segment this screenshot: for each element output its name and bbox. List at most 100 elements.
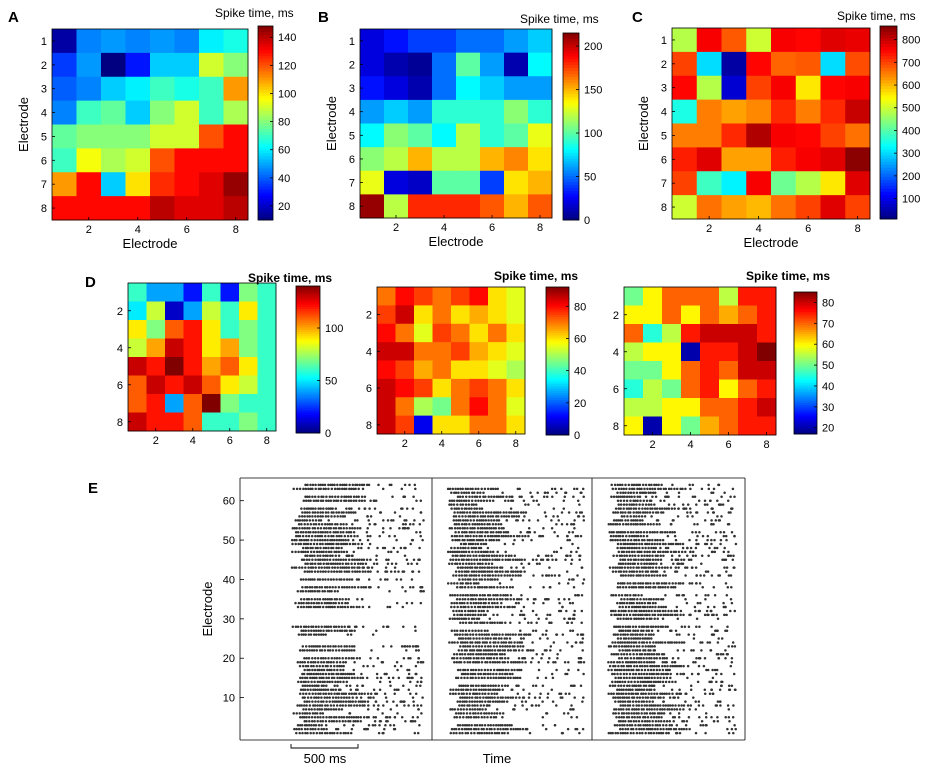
spike-dot [490,692,493,695]
spike-dot [466,534,470,538]
heatmap-cell [672,75,698,101]
spike-dot [473,723,477,727]
spike-dot [331,696,335,699]
heatmap-cell [624,342,644,362]
spike-dot [316,578,320,581]
spike-dot [459,566,462,569]
spike-dot [657,605,660,609]
spike-dot [459,519,462,522]
spike-dot [481,527,484,530]
spike-dot [487,656,491,660]
spike-dot [662,684,666,688]
spike-dot [481,621,484,625]
spike-dot [457,507,461,510]
spike-dot [503,731,506,735]
heatmap-cell [456,52,481,77]
spike-dot [578,558,581,562]
spike-dot [328,680,331,684]
spike-dot [513,645,516,648]
spike-dot [331,562,335,565]
spike-dot [675,692,679,695]
spike-dot [469,578,472,581]
spike-dot [484,660,487,664]
spike-dot [384,696,388,699]
spike-dot [319,546,322,550]
spike-dot [643,712,646,715]
spike-dot [299,676,302,680]
spike-dot [392,700,395,703]
spike-dot [640,601,644,605]
spike-dot [302,605,306,609]
spike-dot [472,546,476,550]
spike-dot [628,684,631,688]
spike-dot [626,633,629,636]
spike-dot [473,530,476,534]
spike-dot [475,495,479,499]
spike-dot [582,672,585,676]
spike-dot [567,617,571,621]
spike-dot [298,664,302,668]
colorbar-tick-label: 20 [822,423,834,435]
spike-dot [386,625,390,628]
x-tick-label: 4 [687,439,693,451]
spike-dot [306,562,309,565]
spike-dot [491,649,494,652]
spike-dot [401,523,405,526]
spike-dot [314,566,317,569]
raster-y-tick-label: 60 [223,496,235,508]
spike-dot [637,684,640,688]
spike-dot [343,586,346,589]
spike-dot [513,538,516,542]
heatmap-cell [432,342,452,361]
spike-dot [409,656,412,660]
spike-dot [457,530,461,534]
spike-dot [309,562,312,565]
spike-dot [644,731,647,735]
spike-dot [649,727,652,731]
spike-dot [621,660,624,664]
colorbar-segment [794,414,817,417]
spike-dot [676,617,680,621]
spike-dot [649,731,653,735]
spike-dot [484,542,488,546]
spike-dot [680,727,683,731]
spike-dot [669,672,672,676]
spike-dot [618,688,621,691]
spike-dot [486,515,490,518]
spike-dot [506,727,509,731]
spike-dot [708,641,712,644]
colorbar-segment [880,197,897,202]
spike-dot [345,676,348,680]
spike-dot [313,684,316,688]
spike-dot [567,597,571,601]
spike-dot [324,688,328,691]
colorbar-segment [258,92,273,97]
spike-dot [616,731,620,735]
spike-dot [460,684,463,688]
x-tick-label: 6 [476,438,482,450]
spike-dot [464,613,467,617]
spike-dot [671,680,674,684]
spike-dot [495,597,499,601]
spike-dot [664,609,667,613]
colorbar-segment [794,371,817,375]
spike-dot [451,617,454,621]
heatmap-cell [202,394,221,413]
spike-dot [555,523,558,526]
spike-dot [494,574,497,577]
spike-dot [316,656,320,660]
spike-dot [333,550,336,554]
spike-dot [470,617,474,621]
spike-dot [378,534,381,538]
spike-dot [668,723,671,727]
spike-dot [322,546,326,550]
spike-dot [640,727,643,731]
spike-dot [303,688,307,691]
spike-dot [351,570,354,573]
spike-dot [317,696,320,699]
heatmap-cell [845,99,871,124]
spike-dot [607,660,610,664]
spike-dot [456,605,459,609]
spike-dot [461,546,465,550]
colorbar-segment [546,400,569,404]
